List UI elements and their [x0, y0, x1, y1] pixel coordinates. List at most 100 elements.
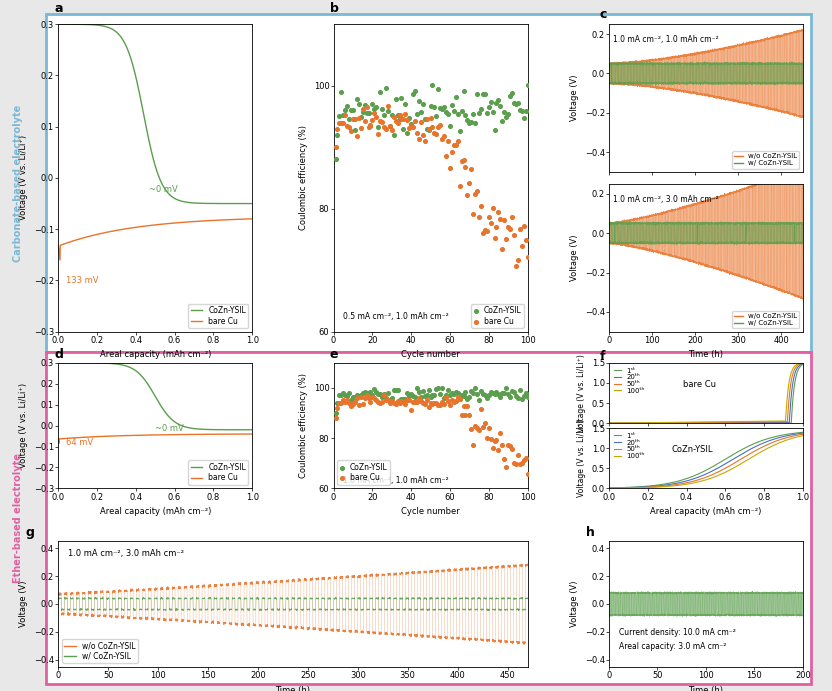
Point — [358, 386, 371, 397]
Y-axis label: Voltage (V): Voltage (V) — [570, 580, 579, 627]
Text: CoZn-YSIL: CoZn-YSIL — [671, 445, 712, 454]
Point — [381, 388, 394, 399]
Text: Ether-based electrolyte: Ether-based electrolyte — [13, 453, 23, 583]
Point — [484, 433, 498, 444]
100ᵗʰ — [709, 473, 719, 482]
Point — [354, 389, 368, 400]
Point — [515, 240, 528, 252]
Point — [340, 390, 354, 401]
Point — [410, 383, 423, 394]
1ˢᵗ — [720, 455, 730, 464]
Point — [519, 234, 532, 245]
Point — [473, 108, 486, 119]
Point — [476, 388, 489, 399]
Point — [331, 129, 344, 140]
Point — [369, 112, 383, 123]
Point — [399, 108, 412, 120]
Point — [344, 394, 358, 405]
Point — [473, 211, 486, 223]
Point — [513, 459, 527, 470]
Point — [350, 93, 364, 104]
Point — [358, 115, 371, 126]
Point — [389, 399, 403, 410]
Point — [416, 98, 429, 109]
Point — [356, 399, 369, 410]
Point — [438, 399, 451, 410]
Point — [464, 385, 478, 396]
Point — [391, 109, 404, 120]
Point — [389, 384, 403, 395]
Point — [521, 392, 534, 403]
Point — [496, 115, 509, 126]
X-axis label: Cycle number: Cycle number — [401, 350, 460, 359]
Text: bare Cu: bare Cu — [682, 380, 716, 389]
Point — [461, 394, 474, 405]
Point — [429, 384, 443, 395]
1ˢᵗ — [604, 484, 614, 492]
Line: 100ᵗʰ: 100ᵗʰ — [609, 435, 803, 489]
Point — [374, 86, 387, 97]
Point — [407, 88, 420, 100]
Line: 20ᵗʰ: 20ᵗʰ — [609, 363, 803, 423]
1ˢᵗ — [798, 360, 808, 368]
Text: d: d — [54, 348, 63, 361]
Point — [420, 390, 433, 401]
Point — [364, 121, 377, 132]
Point — [461, 189, 474, 200]
Point — [505, 211, 518, 222]
Point — [333, 111, 346, 122]
20ᵗʰ — [696, 472, 706, 480]
1ˢᵗ — [604, 419, 614, 427]
Point — [366, 99, 379, 110]
Y-axis label: Voltage (V vs. Li/Li⁺): Voltage (V vs. Li/Li⁺) — [19, 383, 28, 468]
Point — [368, 384, 381, 395]
Point — [416, 129, 429, 140]
Point — [379, 82, 393, 93]
Point — [339, 397, 352, 408]
Point — [381, 105, 394, 116]
20ᵗʰ — [798, 359, 808, 368]
Point — [508, 229, 521, 240]
Point — [457, 401, 470, 412]
Point — [505, 88, 518, 99]
Point — [329, 154, 342, 165]
Point — [438, 392, 451, 404]
Point — [391, 385, 404, 396]
Legend: 1ˢᵗ, 20ᵗʰ, 50ᵗʰ, 100ᵗʰ: 1ˢᵗ, 20ᵗʰ, 50ᵗʰ, 100ᵗʰ — [612, 366, 646, 395]
Point — [391, 396, 404, 407]
Point — [333, 117, 346, 128]
1ˢᵗ — [763, 435, 773, 443]
Point — [368, 392, 381, 404]
Point — [372, 122, 385, 133]
Point — [464, 164, 478, 175]
20ᵗʰ — [604, 419, 614, 427]
Point — [468, 420, 482, 431]
Point — [482, 211, 495, 223]
Point — [429, 129, 443, 140]
Point — [517, 390, 530, 401]
Point — [375, 392, 389, 403]
Point — [439, 392, 453, 403]
Point — [374, 397, 387, 408]
Point — [362, 107, 375, 118]
Point — [478, 417, 492, 428]
Legend: w/o CoZn-YSIL, w/ CoZn-YSIL: w/o CoZn-YSIL, w/ CoZn-YSIL — [62, 639, 138, 663]
Point — [366, 391, 379, 402]
Point — [433, 399, 447, 410]
Point — [369, 395, 383, 406]
Point — [503, 224, 517, 235]
Point — [521, 468, 534, 480]
Point — [476, 89, 489, 100]
Point — [488, 388, 501, 399]
1ˢᵗ — [697, 419, 707, 427]
Point — [490, 387, 503, 398]
Point — [352, 399, 365, 410]
Point — [379, 392, 393, 403]
100ᵗʰ — [697, 477, 707, 485]
Point — [384, 121, 397, 132]
Point — [339, 389, 352, 400]
50ᵗʰ — [763, 418, 773, 426]
Point — [384, 121, 397, 132]
Point — [453, 126, 466, 137]
Point — [404, 388, 418, 399]
